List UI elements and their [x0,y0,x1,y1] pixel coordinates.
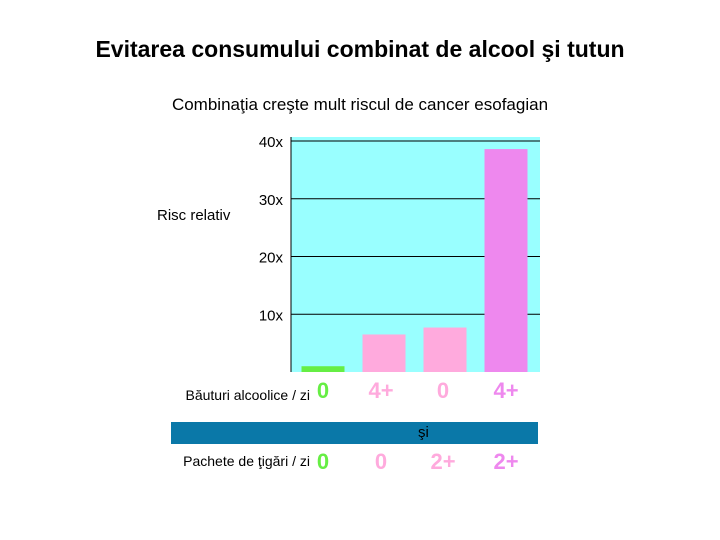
and-band [171,422,538,444]
y-tick-label: 20x [259,250,284,267]
risk-bar [484,149,528,372]
page-title: Evitarea consumului combinat de alcool ş… [95,36,625,62]
cigarette-level: 0 [317,449,329,474]
drinks-level: 0 [437,378,449,403]
chart-subtitle: Combinaţia creşte mult riscul de cancer … [171,95,549,114]
drinks-row-label: Băuturi alcoolice / zi [185,387,310,403]
drinks-level: 4+ [493,378,518,403]
risk-bar [301,366,345,372]
y-tick-label: 30x [259,192,284,209]
drinks-level: 4+ [368,378,393,403]
risk-bar [423,327,467,372]
y-tick-label: 40x [259,134,284,151]
y-axis-label: Risc relativ [157,207,231,224]
y-tick-label: 10x [259,307,284,324]
cigarette-level: 2+ [493,449,518,474]
drinks-level: 0 [317,378,329,403]
and-label: şi [418,424,429,441]
cigarettes-row-label: Pachete de ţigări / zi [183,453,310,469]
cigarette-level: 0 [375,449,387,474]
risk-bar [362,334,406,372]
cigarette-level: 2+ [430,449,455,474]
